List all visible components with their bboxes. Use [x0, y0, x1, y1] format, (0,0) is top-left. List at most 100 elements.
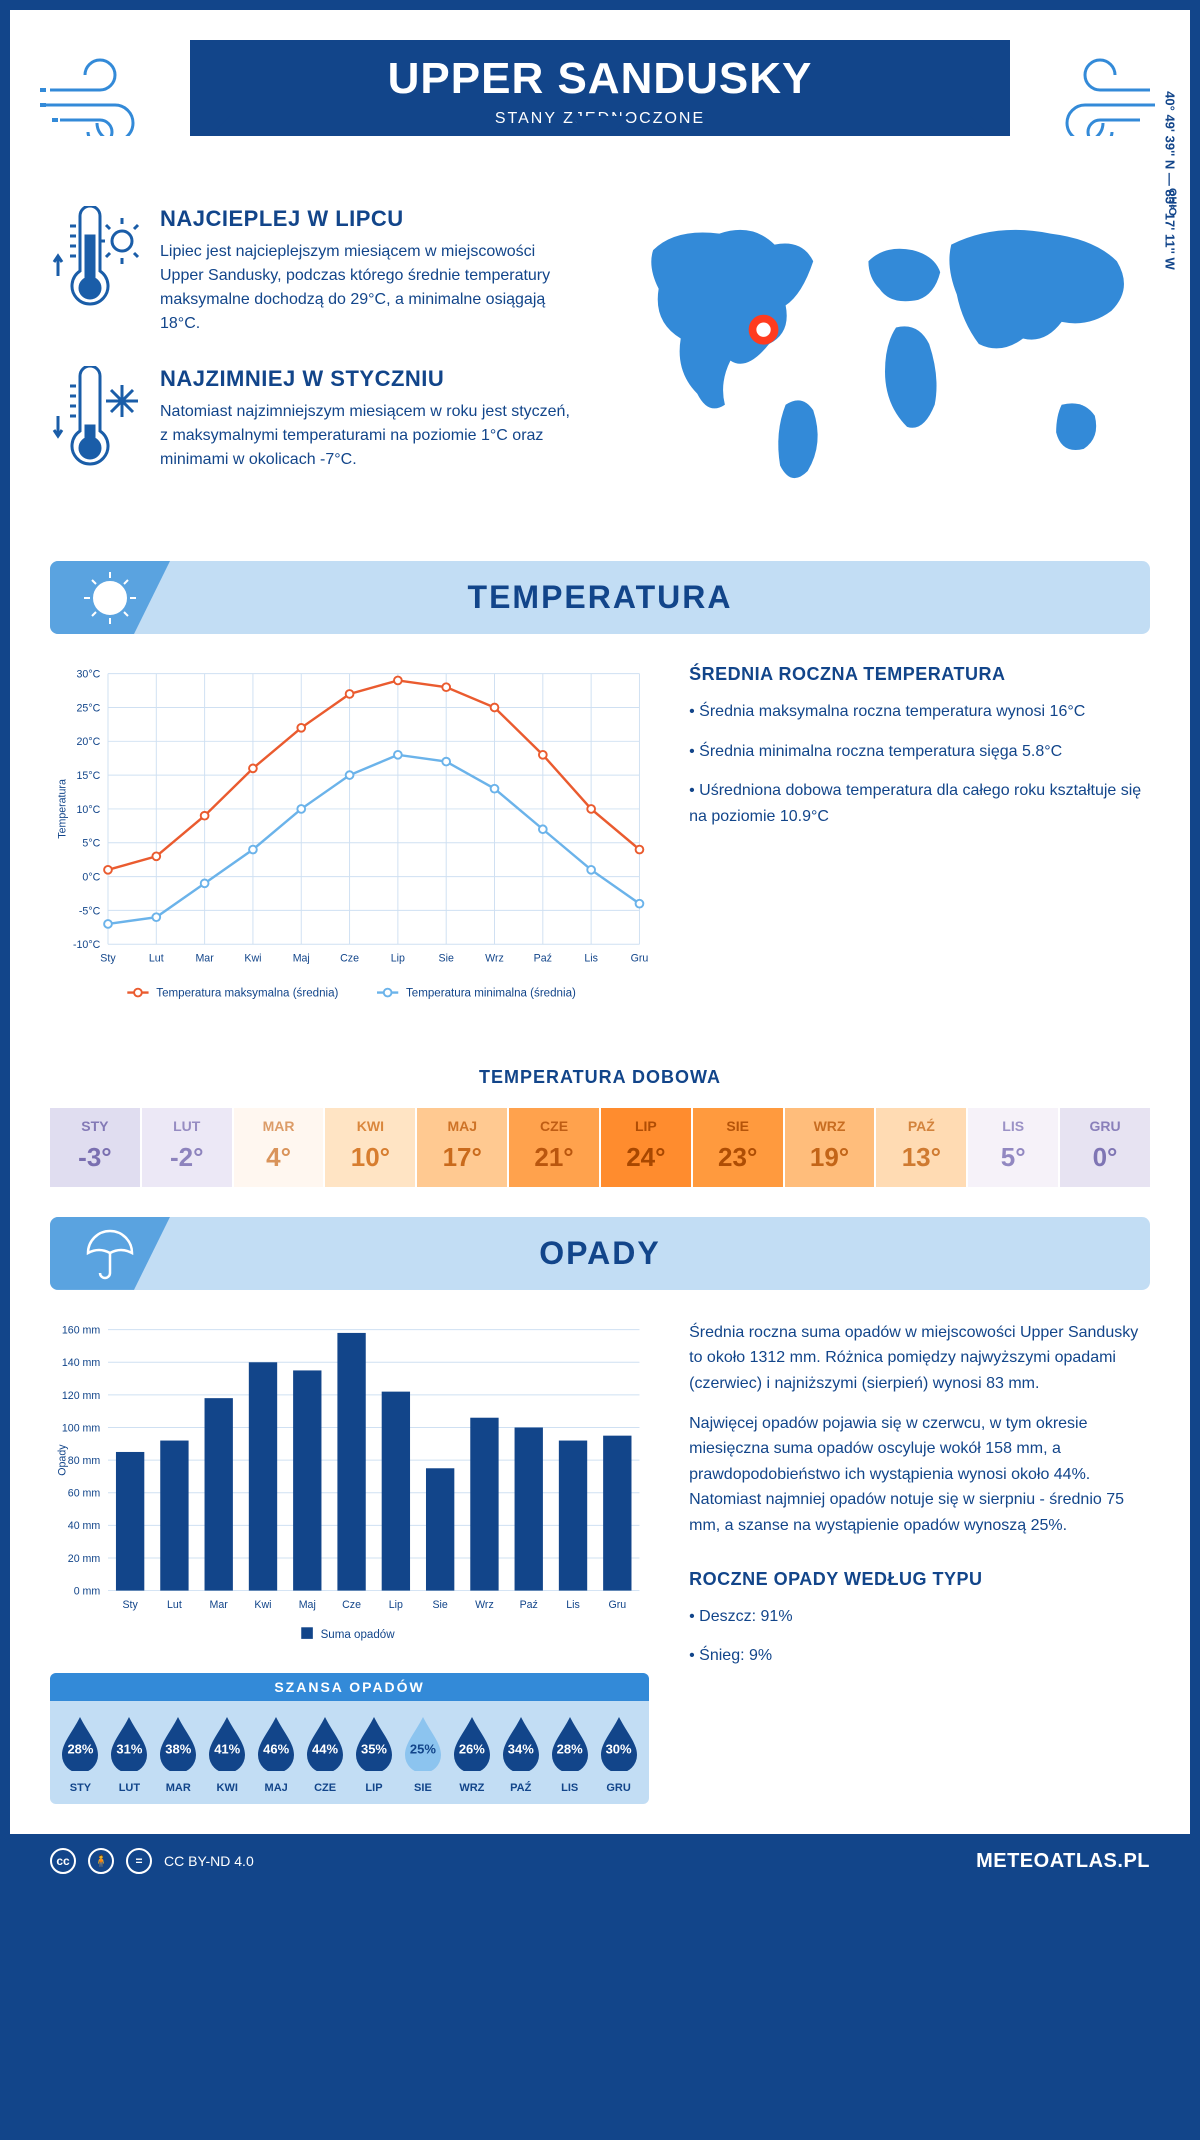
svg-text:40 mm: 40 mm [68, 1520, 101, 1532]
svg-text:80 mm: 80 mm [68, 1455, 101, 1467]
temp-info-title: ŚREDNIA ROCZNA TEMPERATURA [689, 664, 1150, 685]
raindrop-icon: 34% [498, 1715, 543, 1776]
svg-text:100 mm: 100 mm [62, 1422, 100, 1434]
temp-info-item: Średnia maksymalna roczna temperatura wy… [689, 699, 1150, 725]
license: cc 🧍 = CC BY-ND 4.0 [50, 1848, 254, 1874]
daily-temp-cell: GRU0° [1060, 1108, 1150, 1187]
daily-temp-cell: MAJ17° [417, 1108, 507, 1187]
coldest-fact: NAJZIMNIEJ W STYCZNIU Natomiast najzimni… [50, 366, 580, 481]
month-label: PAŹ [498, 1782, 543, 1794]
thermometer-cold-icon [50, 366, 140, 481]
svg-text:0 mm: 0 mm [74, 1585, 101, 1597]
svg-text:25°C: 25°C [77, 702, 101, 714]
rain-chance-cell: 25% SIE [400, 1715, 445, 1794]
svg-text:20 mm: 20 mm [68, 1553, 101, 1565]
raindrop-icon: 31% [107, 1715, 152, 1776]
section-title: TEMPERATURA [50, 579, 1150, 616]
warmest-body: Lipiec jest najcieplejszym miesiącem w m… [160, 240, 580, 336]
raindrop-icon: 35% [352, 1715, 397, 1776]
page-title: UPPER SANDUSKY [190, 54, 1010, 104]
svg-text:Gru: Gru [608, 1599, 626, 1611]
svg-text:Paź: Paź [520, 1599, 538, 1611]
license-text: CC BY-ND 4.0 [164, 1853, 254, 1869]
rain-chance-cell: 41% KWI [205, 1715, 250, 1794]
coldest-title: NAJZIMNIEJ W STYCZNIU [160, 366, 580, 392]
month-label: KWI [205, 1782, 250, 1794]
rain-chance-cell: 26% WRZ [449, 1715, 494, 1794]
temp-value: 21° [509, 1142, 599, 1173]
wind-icon [1030, 50, 1160, 136]
rain-chance-value: 30% [606, 1741, 632, 1756]
daily-temp-title: TEMPERATURA DOBOWA [10, 1067, 1190, 1088]
rain-chance-value: 46% [263, 1741, 289, 1756]
temperature-header: TEMPERATURA [50, 561, 1150, 634]
svg-text:Lut: Lut [149, 953, 164, 965]
month-label: MAR [156, 1782, 201, 1794]
svg-text:Lip: Lip [389, 1599, 403, 1611]
rain-chance-cell: 34% PAŹ [498, 1715, 543, 1794]
rain-chance-cell: 31% LUT [107, 1715, 152, 1794]
rain-chance-cell: 46% MAJ [254, 1715, 299, 1794]
rain-chance-value: 44% [312, 1741, 338, 1756]
temp-info-list: Średnia maksymalna roczna temperatura wy… [689, 699, 1150, 829]
month-label: LUT [142, 1118, 232, 1134]
month-label: MAJ [254, 1782, 299, 1794]
infographic-page: UPPER SANDUSKY STANY ZJEDNOCZONE [10, 10, 1190, 1888]
raindrop-icon: 41% [205, 1715, 250, 1776]
svg-text:0°C: 0°C [82, 871, 100, 883]
month-label: STY [50, 1118, 140, 1134]
temp-info-item: Uśredniona dobowa temperatura dla całego… [689, 778, 1150, 829]
site-name: METEOATLAS.PL [976, 1850, 1150, 1873]
location-marker-icon [753, 319, 775, 341]
month-label: LIS [968, 1118, 1058, 1134]
svg-text:Gru: Gru [631, 953, 649, 965]
daily-temp-cell: SIE23° [693, 1108, 783, 1187]
umbrella-icon [50, 1217, 170, 1290]
temp-value: -2° [142, 1142, 232, 1173]
svg-text:30°C: 30°C [77, 669, 101, 681]
svg-text:Sie: Sie [432, 1599, 447, 1611]
svg-text:Cze: Cze [342, 1599, 361, 1611]
intro-section: NAJCIEPLEJ W LIPCU Lipiec jest najcieple… [10, 136, 1190, 541]
daily-temp-cell: PAŹ13° [876, 1108, 966, 1187]
precip-type-title: ROCZNE OPADY WEDŁUG TYPU [689, 1569, 1150, 1590]
precip-bar-chart: 0 mm20 mm40 mm60 mm80 mm100 mm120 mm140 … [50, 1320, 649, 1654]
warmest-title: NAJCIEPLEJ W LIPCU [160, 206, 580, 232]
rain-chance-cell: 35% LIP [352, 1715, 397, 1794]
rain-chance-value: 26% [459, 1741, 485, 1756]
rain-chance-value: 25% [410, 1741, 436, 1756]
thermometer-hot-icon [50, 206, 140, 336]
svg-text:Wrz: Wrz [475, 1599, 494, 1611]
rain-chance-panel: SZANSA OPADÓW 28% STY 31% LUT 38% MAR 41… [50, 1673, 649, 1804]
raindrop-icon: 26% [449, 1715, 494, 1776]
precip-type-item: Deszcz: 91% [689, 1604, 1150, 1630]
svg-text:10°C: 10°C [77, 804, 101, 816]
coldest-body: Natomiast najzimniejszym miesiącem w rok… [160, 400, 580, 472]
temp-value: 10° [325, 1142, 415, 1173]
svg-text:Sty: Sty [122, 1599, 138, 1611]
svg-text:Lis: Lis [566, 1599, 580, 1611]
temp-value: 0° [1060, 1142, 1150, 1173]
precip-type-list: Deszcz: 91%Śnieg: 9% [689, 1604, 1150, 1669]
svg-text:Temperatura: Temperatura [56, 779, 68, 839]
rain-chance-value: 35% [361, 1741, 387, 1756]
svg-text:Opady: Opady [56, 1444, 68, 1476]
svg-text:160 mm: 160 mm [62, 1324, 100, 1336]
header: UPPER SANDUSKY STANY ZJEDNOCZONE [10, 10, 1190, 136]
wind-icon [40, 50, 170, 136]
rain-chance-cell: 28% LIS [547, 1715, 592, 1794]
rain-chance-value: 28% [67, 1741, 93, 1756]
rain-chance-value: 38% [165, 1741, 191, 1756]
svg-text:Kwi: Kwi [254, 1599, 271, 1611]
daily-temp-cell: WRZ19° [785, 1108, 875, 1187]
svg-text:Wrz: Wrz [485, 953, 504, 965]
month-label: STY [58, 1782, 103, 1794]
temp-info-item: Średnia minimalna roczna temperatura się… [689, 739, 1150, 765]
temp-value: 24° [601, 1142, 691, 1173]
daily-temp-cell: CZE21° [509, 1108, 599, 1187]
svg-text:120 mm: 120 mm [62, 1390, 100, 1402]
temperature-line-chart: -10°C-5°C0°C5°C10°C15°C20°C25°C30°CStyLu… [50, 664, 649, 1017]
sun-icon [50, 561, 170, 634]
svg-text:Mar: Mar [195, 953, 214, 965]
svg-text:Cze: Cze [340, 953, 359, 965]
